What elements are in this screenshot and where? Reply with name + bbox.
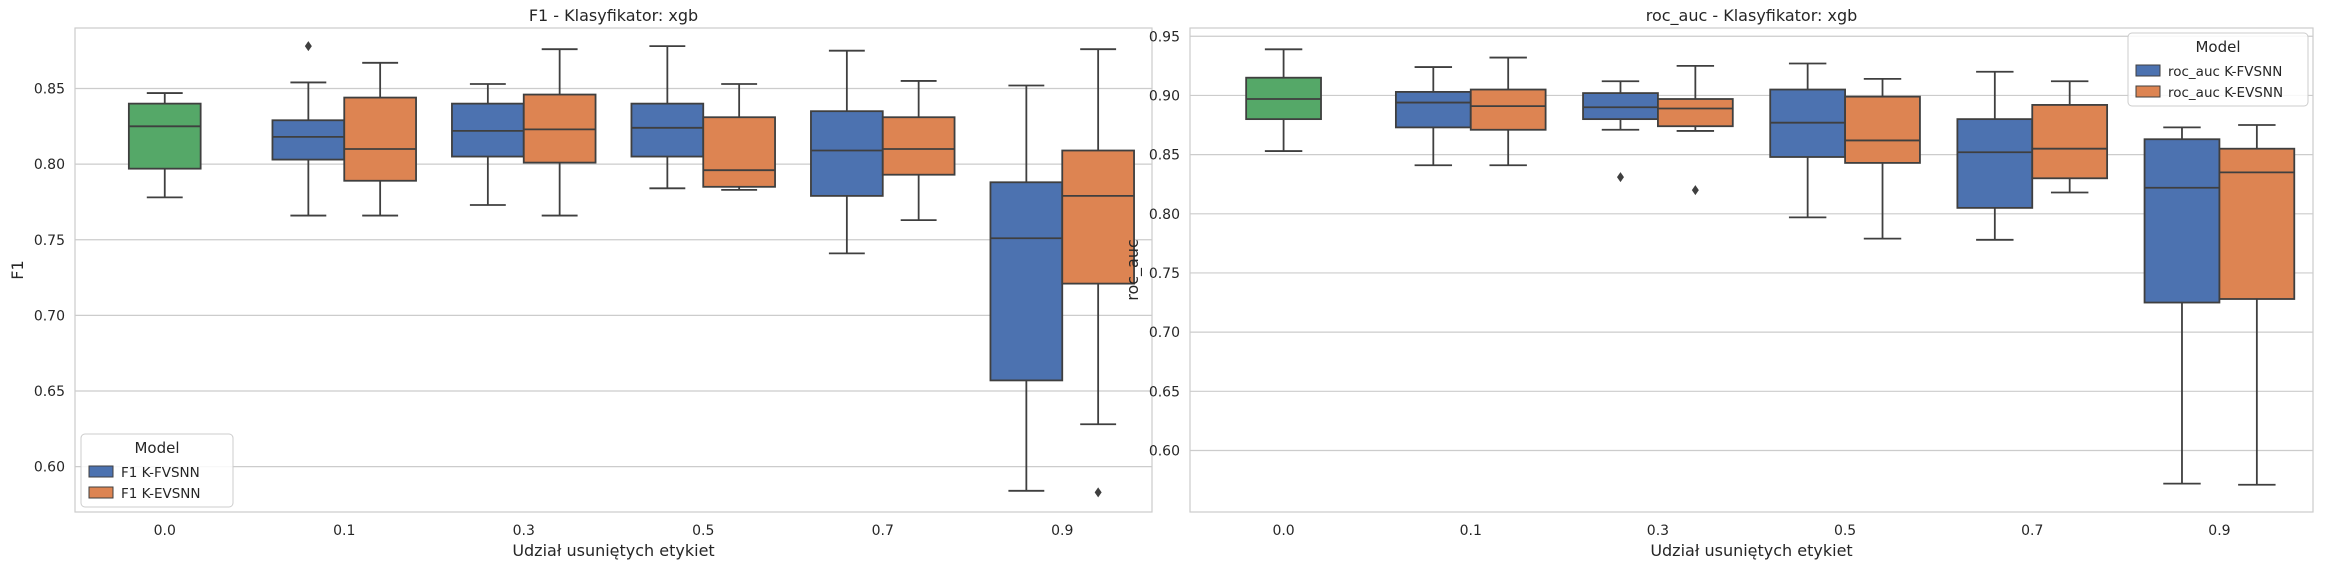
legend-swatch: [88, 465, 114, 478]
y-tick-label: 0.65: [1149, 384, 1180, 400]
box-0.3: [451, 83, 525, 206]
x-tick-label: 0.3: [513, 523, 535, 539]
box-0.9: [1061, 48, 1135, 498]
outlier-point: [1094, 487, 1102, 498]
x-tick-label: 0.9: [1051, 523, 1073, 539]
box-body: [343, 96, 417, 182]
legend-swatch: [88, 486, 114, 499]
y-tick-label: 0.90: [1149, 88, 1180, 104]
box-0.1: [1394, 66, 1472, 167]
legend-swatch: [2135, 64, 2161, 77]
box-0.3: [522, 48, 597, 217]
x-tick-label: 0.1: [333, 523, 355, 539]
box-0.3: [1657, 64, 1734, 196]
box-0.5: [630, 45, 705, 190]
box-0.9: [2143, 126, 2221, 485]
legend-box: [2127, 32, 2309, 107]
y-tick-label: 0.80: [34, 157, 65, 173]
y-tick-label: 0.80: [1149, 207, 1180, 223]
box-body: [702, 116, 776, 188]
box-body: [1844, 95, 1921, 164]
box-body: [2218, 147, 2296, 300]
x-tick-label: 0.3: [1647, 523, 1669, 539]
y-tick-label: 0.65: [34, 384, 65, 400]
box-body: [271, 119, 346, 161]
box-0.1: [343, 61, 417, 217]
outlier-point: [1691, 185, 1699, 196]
box-0.7: [881, 80, 956, 221]
legend-entry-label: F1 K-EVSNN: [121, 486, 200, 502]
y-tick-label: 0.85: [1149, 148, 1180, 164]
box-0.0: [127, 92, 202, 199]
box-body: [1657, 98, 1734, 128]
box-body: [989, 181, 1064, 382]
y-tick-label: 0.70: [1149, 325, 1180, 341]
y-axis-label: F1: [8, 260, 27, 279]
box-0.1: [271, 41, 346, 217]
box-body: [1582, 92, 1659, 121]
box-0.7: [1956, 70, 2034, 241]
box-0.5: [702, 83, 776, 191]
chart-title: F1 - Klasyfikator: xgb: [529, 6, 698, 25]
box-0.5: [1844, 77, 1921, 240]
box-0.5: [1769, 62, 1846, 219]
box-body: [1394, 91, 1472, 129]
outlier-point: [304, 41, 312, 52]
y-tick-label: 0.60: [1149, 443, 1180, 459]
y-tick-label: 0.75: [1149, 266, 1180, 282]
box-body: [127, 102, 202, 170]
box-0.9: [2218, 124, 2296, 486]
box-0.1: [1469, 56, 1547, 167]
box-body: [630, 102, 705, 158]
x-tick-label: 0.9: [2208, 523, 2230, 539]
box-body: [810, 110, 884, 197]
x-tick-label: 0.1: [1460, 523, 1482, 539]
chart-title: roc_auc - Klasyfikator: xgb: [1646, 6, 1858, 26]
outlier-point: [1616, 172, 1624, 183]
y-tick-label: 0.70: [34, 308, 65, 324]
legend-swatch: [2135, 85, 2161, 98]
plot-frame: [74, 27, 1153, 513]
x-tick-label: 0.7: [872, 523, 894, 539]
box-0.3: [1582, 80, 1659, 183]
box-body: [1956, 118, 2034, 209]
legend-title: Model: [134, 439, 179, 457]
y-tick-label: 0.75: [34, 233, 65, 249]
x-tick-label: 0.0: [154, 523, 176, 539]
legend-entry-label: roc_auc K-EVSNN: [2168, 85, 2283, 101]
box-0.9: [989, 84, 1064, 492]
box-0.7: [2031, 80, 2109, 194]
x-tick-label: 0.5: [692, 523, 714, 539]
box-body: [881, 116, 956, 176]
y-tick-label: 0.95: [1149, 29, 1180, 45]
x-axis-label: Udział usuniętych etykiet: [1650, 541, 1852, 560]
y-tick-label: 0.85: [34, 82, 65, 98]
x-tick-label: 0.0: [1272, 523, 1294, 539]
x-tick-label: 0.5: [1834, 523, 1856, 539]
plot-frame: [1189, 27, 2314, 513]
legend-title: Model: [2195, 38, 2240, 56]
chart-panel-0: 0.60 0.65 0.70 0.75 0.80 0.85 0.0 0.1 0.3 0.5 0.7 0…: [8, 6, 1153, 560]
box-body: [1469, 88, 1547, 131]
box-0.7: [810, 49, 884, 255]
x-tick-label: 0.7: [2021, 523, 2043, 539]
legend: Model F1 K-FVSNN F1 K-EVSNN: [80, 433, 234, 508]
x-axis-label: Udział usuniętych etykiet: [512, 541, 714, 560]
box-0.0: [1245, 48, 1322, 152]
box-body: [2143, 138, 2221, 304]
y-tick-label: 0.60: [34, 460, 65, 476]
chart-panel-1: 0.60 0.65 0.70 0.75 0.80 0.85 0.90 0.95 0.0 0.1 0.…: [1123, 6, 2314, 560]
box-body: [1061, 149, 1135, 285]
legend-entry-label: F1 K-FVSNN: [121, 465, 200, 481]
box-body: [2031, 104, 2109, 180]
legend-entry-label: roc_auc K-FVSNN: [2168, 64, 2282, 80]
legend-box: [80, 433, 234, 508]
legend: Model roc_auc K-FVSNN roc_auc K-EVSNN: [2127, 32, 2309, 107]
y-axis-label: roc_auc: [1123, 239, 1143, 301]
